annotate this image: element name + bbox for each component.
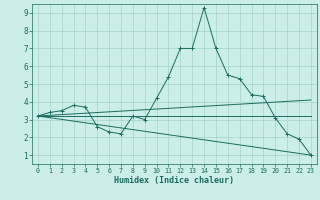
X-axis label: Humidex (Indice chaleur): Humidex (Indice chaleur) (115, 176, 234, 185)
